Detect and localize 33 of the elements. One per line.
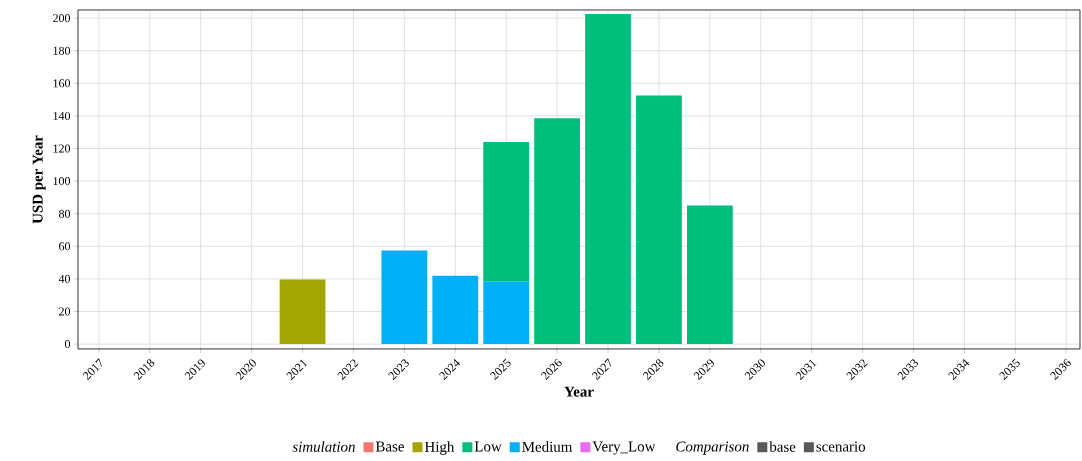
y-tick-label: 100 [53,177,71,186]
y-tick-label: 160 [53,79,71,88]
y-tick-label: 140 [53,111,71,120]
y-axis-title: USD per Year [32,135,46,224]
bar [636,95,682,345]
y-tick-label: 120 [53,144,71,153]
bar [279,279,326,345]
legend-label: Very_Low [592,441,656,455]
legend-label: Medium [522,441,573,452]
legend-label: base [769,441,796,452]
y-tick-label: 20 [59,307,71,316]
y-tick-label: 60 [59,242,71,251]
y-tick-label: 200 [53,14,71,23]
y-tick-label: 0 [64,340,71,349]
bar [483,281,530,345]
bar [534,118,581,345]
text: Comparison [676,441,749,455]
y-tick-label: 40 [58,274,71,283]
bar [483,142,530,282]
y-tick-label: 180 [53,46,71,55]
x-tick-label: 2031 [795,359,817,381]
y-tick-label: 80 [58,209,71,218]
x-axis-title: Year [564,386,594,397]
bar [686,205,733,345]
legend-label: scenario [816,441,866,452]
legend-label: Low [474,441,502,452]
legend-title: simulation [292,441,355,452]
legend-label: High [424,441,455,455]
x-tick-label: 2021 [286,359,308,381]
bar [585,14,631,345]
bar [381,250,428,345]
legend-label: Base [375,441,404,452]
bar [432,275,479,345]
